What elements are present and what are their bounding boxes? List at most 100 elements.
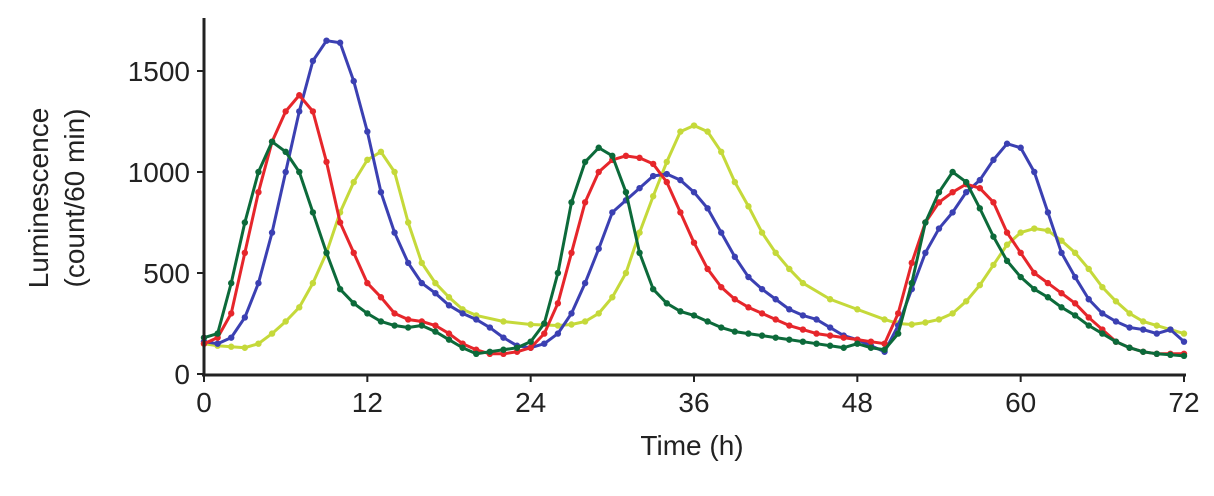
data-point-yellow	[1085, 265, 1092, 273]
data-point-blue	[922, 249, 929, 256]
data-point-yellow	[826, 296, 834, 303]
data-point-yellow	[309, 279, 317, 287]
data-point-green	[935, 189, 943, 196]
data-point-blue	[500, 334, 507, 341]
data-point-yellow	[963, 298, 970, 305]
data-point-green	[296, 168, 303, 176]
data-point-green	[881, 346, 888, 353]
data-point-yellow	[799, 279, 807, 287]
data-point-green	[677, 308, 684, 315]
data-point-blue	[1044, 209, 1052, 216]
data-point-blue	[649, 172, 657, 180]
data-point-green	[976, 205, 984, 212]
data-point-yellow	[1139, 318, 1147, 325]
data-point-green	[1085, 322, 1092, 329]
data-point-green	[459, 344, 466, 351]
data-point-blue	[963, 189, 970, 196]
data-point-blue	[1180, 338, 1188, 345]
data-point-yellow	[268, 330, 276, 337]
data-point-yellow	[976, 281, 984, 289]
data-point-blue	[976, 176, 984, 184]
x-tick-label: 24	[515, 387, 546, 418]
data-point-red	[282, 108, 289, 115]
data-point-blue	[364, 128, 371, 135]
data-point-red	[1044, 279, 1052, 287]
data-point-green	[1017, 273, 1024, 281]
data-point-blue	[255, 279, 262, 287]
data-point-yellow	[908, 321, 915, 328]
data-point-yellow	[1044, 227, 1052, 234]
data-point-green	[418, 322, 425, 329]
data-point-blue	[323, 37, 330, 44]
data-point-red	[1003, 229, 1011, 236]
data-point-yellow	[1099, 283, 1106, 291]
data-point-green	[377, 318, 385, 325]
data-point-blue	[935, 225, 943, 232]
data-point-green	[268, 138, 276, 145]
data-point-green	[690, 312, 698, 319]
y-tick-label: 0	[174, 359, 190, 390]
data-point-green	[255, 168, 262, 176]
data-point-blue	[228, 334, 235, 341]
data-point-red	[323, 158, 330, 166]
data-point-red	[799, 326, 807, 333]
data-point-blue	[731, 253, 739, 261]
data-point-yellow	[649, 193, 657, 200]
data-point-blue	[1112, 318, 1120, 325]
data-point-red	[296, 92, 303, 99]
data-point-yellow	[595, 310, 602, 317]
data-point-yellow	[391, 168, 398, 176]
data-point-blue	[1031, 168, 1038, 176]
data-point-blue	[309, 57, 317, 65]
data-point-yellow	[350, 178, 357, 186]
data-point-blue	[296, 108, 303, 115]
data-point-yellow	[745, 203, 752, 210]
series-yellow	[200, 122, 1188, 351]
data-point-blue	[826, 324, 834, 331]
data-point-yellow	[255, 340, 262, 347]
data-point-yellow	[922, 319, 929, 326]
data-point-yellow	[786, 265, 793, 273]
data-point-green	[622, 189, 630, 196]
data-point-yellow	[418, 259, 425, 267]
data-point-yellow	[404, 219, 412, 226]
data-point-blue	[445, 302, 453, 309]
data-point-blue	[949, 209, 956, 216]
data-point-yellow	[622, 269, 630, 277]
data-point-yellow	[881, 316, 888, 323]
data-point-red	[649, 160, 657, 168]
y-tick-label: 1000	[128, 157, 190, 188]
data-point-yellow	[1126, 310, 1133, 317]
data-point-blue	[813, 316, 820, 323]
data-point-red	[881, 340, 888, 347]
data-point-red	[690, 239, 698, 246]
data-point-blue	[663, 170, 670, 178]
data-point-green	[1044, 294, 1052, 301]
data-point-yellow	[1031, 225, 1038, 232]
data-point-green	[990, 233, 997, 240]
data-point-red	[391, 310, 398, 317]
data-point-red	[990, 199, 997, 206]
data-point-green	[513, 344, 521, 351]
data-point-green	[391, 322, 398, 329]
data-point-blue	[432, 290, 439, 297]
data-point-blue	[690, 189, 698, 196]
data-point-blue	[1071, 273, 1079, 281]
data-point-green	[1126, 344, 1133, 351]
data-point-blue	[391, 229, 398, 236]
data-point-blue	[282, 168, 289, 176]
data-point-red	[894, 310, 902, 317]
data-point-green	[214, 330, 221, 337]
data-point-blue	[758, 285, 766, 293]
data-point-yellow	[772, 249, 779, 256]
data-point-red	[445, 330, 453, 337]
data-point-green	[1071, 312, 1079, 319]
data-point-red	[704, 265, 711, 273]
data-point-green	[309, 209, 317, 216]
data-point-blue	[636, 184, 643, 192]
x-tick-label: 12	[352, 387, 383, 418]
data-point-green	[1099, 330, 1106, 337]
data-point-red	[1017, 249, 1024, 256]
data-point-red	[581, 199, 589, 206]
data-point-blue	[486, 324, 494, 331]
